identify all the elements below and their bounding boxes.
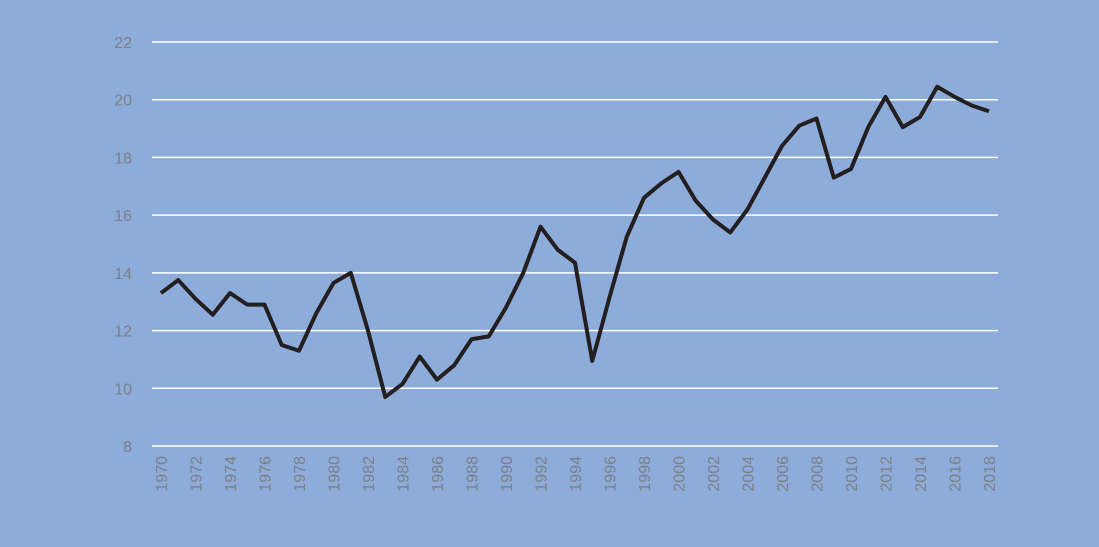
x-tick-label: 1998 bbox=[637, 456, 654, 492]
x-tick-label: 2002 bbox=[706, 456, 723, 492]
y-tick-label: 8 bbox=[123, 439, 132, 456]
x-tick-label: 1976 bbox=[258, 456, 275, 492]
x-tick-label: 2008 bbox=[810, 456, 827, 492]
y-tick-label: 22 bbox=[114, 35, 132, 52]
y-tick-label: 20 bbox=[114, 93, 132, 110]
x-tick-label: 1978 bbox=[292, 456, 309, 492]
x-tick-label: 2018 bbox=[982, 456, 999, 492]
line-series bbox=[159, 84, 990, 399]
x-tick-label: 2012 bbox=[879, 456, 896, 492]
y-tick-label: 10 bbox=[114, 381, 132, 398]
x-tick-label: 2004 bbox=[741, 456, 758, 492]
x-tick-label: 1994 bbox=[568, 456, 585, 492]
y-tick-label: 12 bbox=[114, 324, 132, 341]
x-tick-label: 1992 bbox=[534, 456, 551, 492]
x-tick-label: 1972 bbox=[189, 456, 206, 492]
x-tick-label: 1986 bbox=[430, 456, 447, 492]
y-tick-label: 18 bbox=[114, 150, 132, 167]
x-tick-label: 1980 bbox=[327, 456, 344, 492]
x-tick-label: 2010 bbox=[844, 456, 861, 492]
x-tick-label: 1984 bbox=[396, 456, 413, 492]
x-tick-label: 2014 bbox=[913, 456, 930, 492]
x-tick-label: 1982 bbox=[361, 456, 378, 492]
x-tick-label: 2000 bbox=[672, 456, 689, 492]
x-tick-label: 1988 bbox=[465, 456, 482, 492]
y-tick-label: 14 bbox=[114, 266, 132, 283]
x-tick-label: 1990 bbox=[499, 456, 516, 492]
x-tick-label: 2016 bbox=[948, 456, 965, 492]
x-tick-label: 1970 bbox=[154, 456, 171, 492]
y-tick-label: 16 bbox=[114, 208, 132, 225]
x-tick-label: 1996 bbox=[603, 456, 620, 492]
x-tick-label: 2006 bbox=[775, 456, 792, 492]
x-tick-label: 1974 bbox=[223, 456, 240, 492]
